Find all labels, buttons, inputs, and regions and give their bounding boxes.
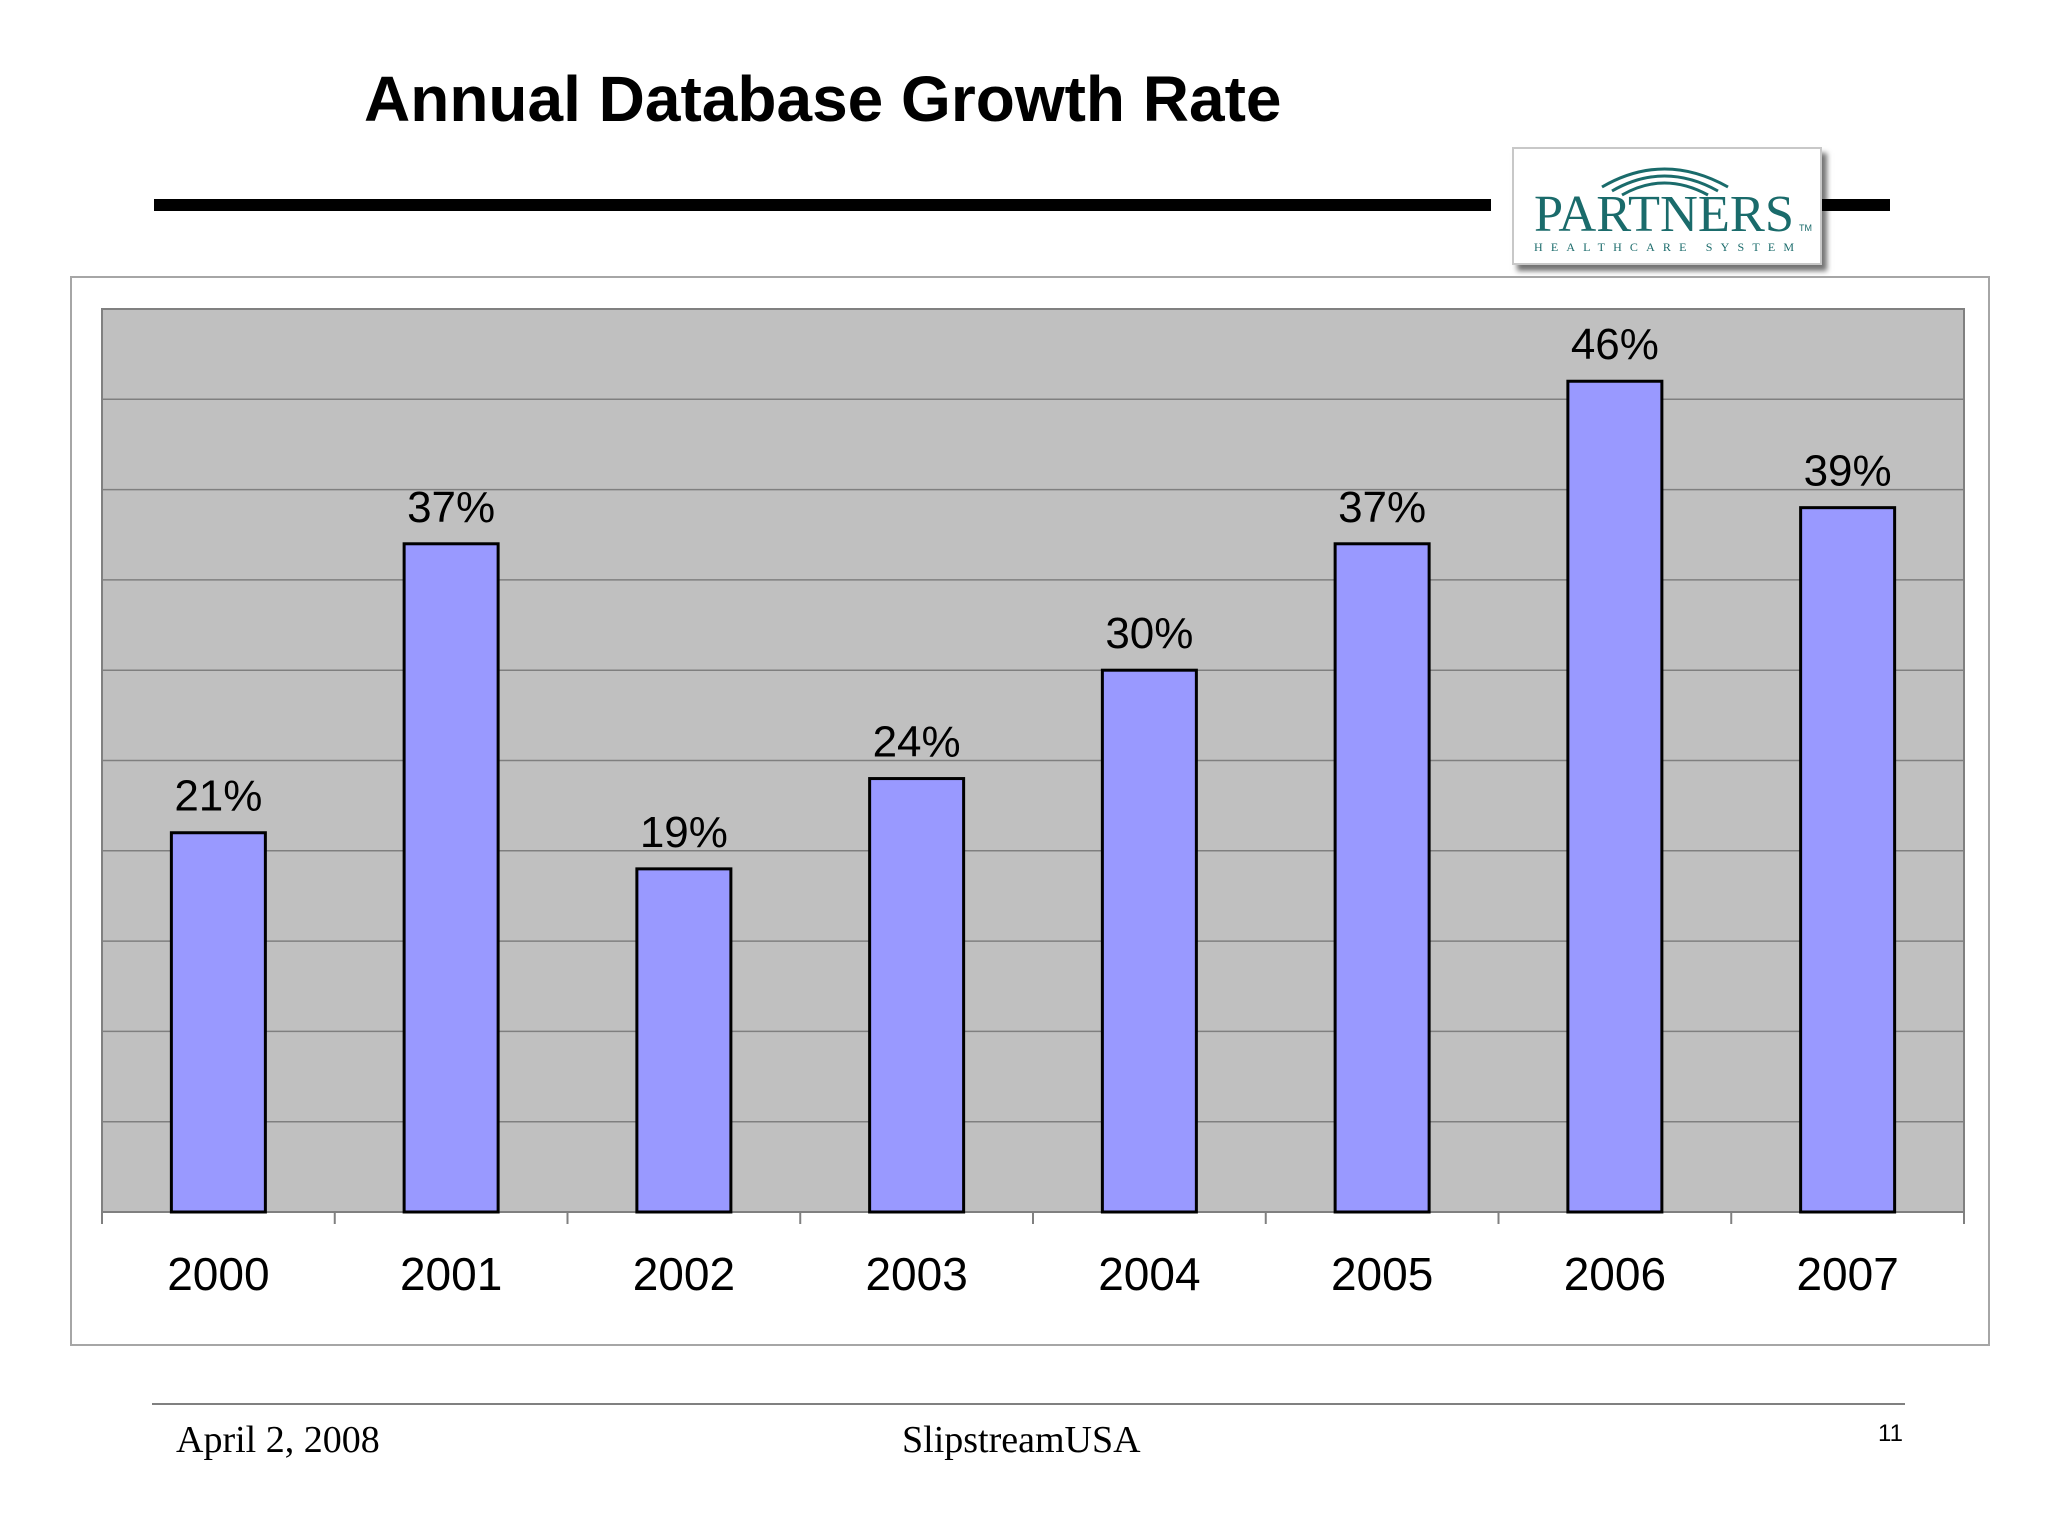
bar-2003 [868, 777, 966, 1214]
logo-arcs-icon [1601, 167, 1729, 197]
slide-title: Annual Database Growth Rate [364, 63, 1282, 135]
bar-chart: 21%37%19%24%30%37%46%39% 2000 2001 2002 200… [101, 308, 1965, 1300]
data-label-2000: 21% [174, 772, 262, 821]
bar-2006 [1566, 379, 1664, 1214]
footer-date: April 2, 2008 [176, 1419, 380, 1461]
category-label-2007: 2007 [1796, 1248, 1898, 1300]
category-label-2004: 2004 [1098, 1248, 1200, 1300]
partners-logo: PARTNERS TM HEALTHCARE SYSTEM [1512, 147, 1822, 265]
title-underline-right [1822, 199, 1890, 211]
data-label-2007: 39% [1804, 447, 1892, 496]
footer-organization: SlipstreamUSA [902, 1419, 1141, 1461]
chart-frame: 21% 37% 19% 24% 30% 37% 46% 39% 2000 2001 2002 200… [70, 276, 1990, 1346]
bars [169, 379, 1897, 1214]
bar-2002 [635, 867, 733, 1214]
data-label-2002: 19% [640, 808, 728, 857]
page-number: 11 [1878, 1420, 1903, 1447]
category-label-2003: 2003 [865, 1248, 967, 1300]
data-label-2001: 37% [407, 483, 495, 532]
partners-logo-graphic: PARTNERS TM HEALTHCARE SYSTEM [1534, 167, 1812, 254]
footer-rule [152, 1403, 1905, 1405]
category-labels: 2000 2001 2002 2003 2004 2005 2006 2007 [167, 1248, 1899, 1300]
bar-2004 [1100, 668, 1198, 1214]
bar-2001 [402, 542, 500, 1214]
data-label-2004: 30% [1105, 609, 1193, 658]
bar-2000 [169, 831, 267, 1214]
category-label-2000: 2000 [167, 1248, 269, 1300]
x-axis-ticks [101, 1212, 1965, 1224]
data-label-2005: 37% [1338, 483, 1426, 532]
category-label-2005: 2005 [1331, 1248, 1433, 1300]
category-label-2006: 2006 [1564, 1248, 1666, 1300]
category-label-2001: 2001 [400, 1248, 502, 1300]
bar-2005 [1333, 542, 1431, 1214]
data-label-2006: 46% [1571, 320, 1659, 369]
title-underline-left [154, 199, 1491, 211]
logo-subtitle: HEALTHCARE SYSTEM [1534, 240, 1794, 254]
logo-trademark: TM [1799, 223, 1812, 233]
category-label-2002: 2002 [633, 1248, 735, 1300]
data-labels: 21% 37% 19% 24% 30% 37% 46% 39% [174, 320, 1891, 857]
data-label-2003: 24% [873, 718, 961, 767]
bar-2007 [1799, 506, 1897, 1214]
logo-name: PARTNERS [1534, 186, 1794, 243]
